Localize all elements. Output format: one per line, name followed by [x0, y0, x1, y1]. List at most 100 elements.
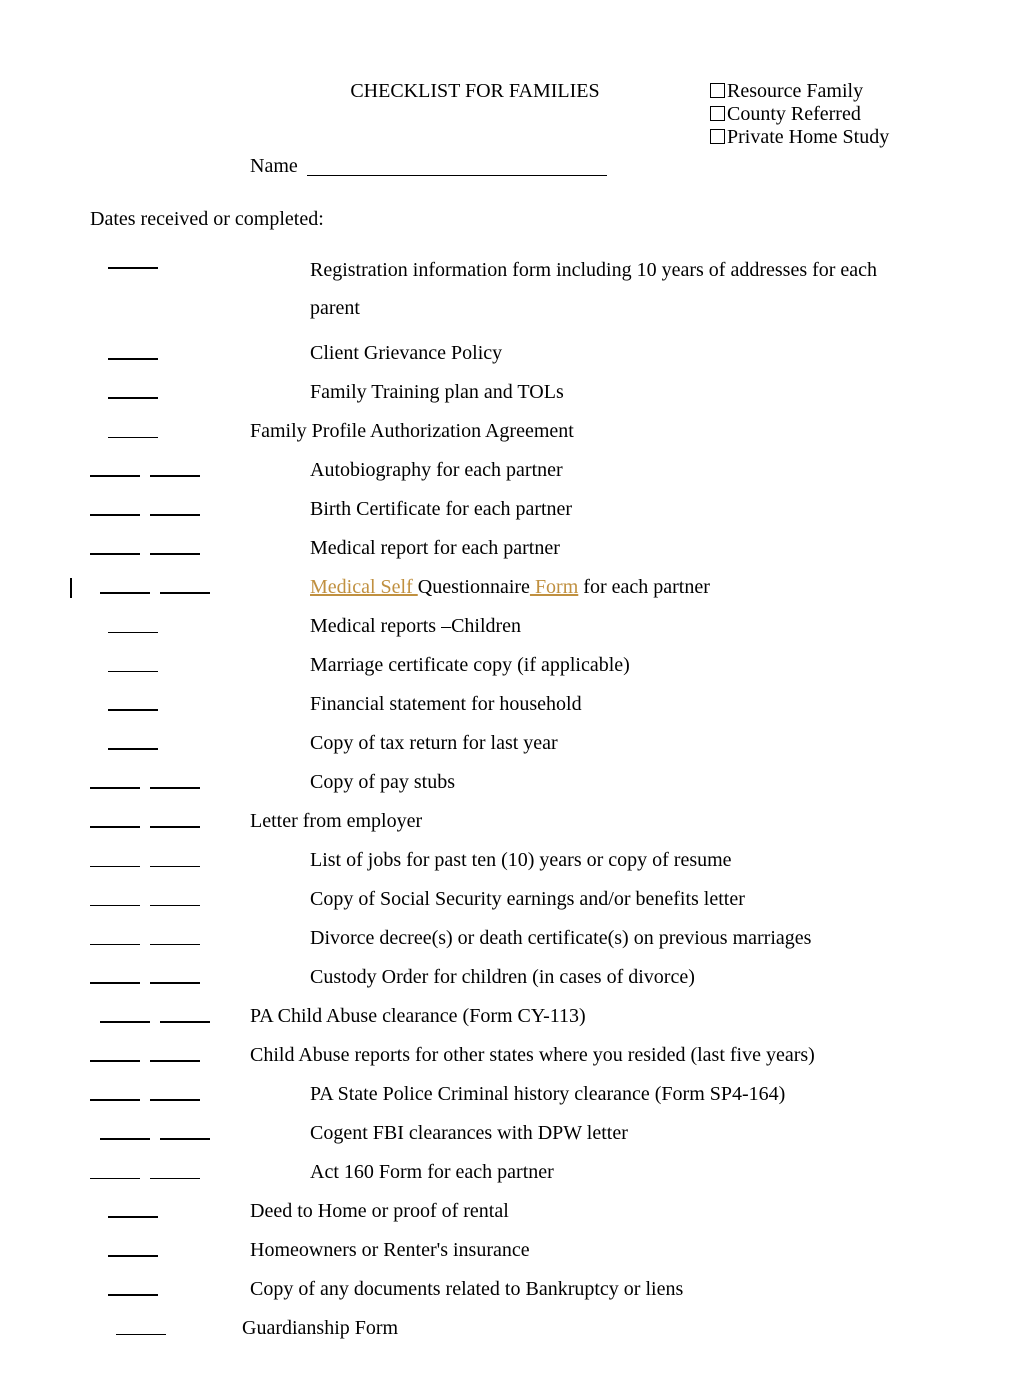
- date-blank[interactable]: [150, 888, 200, 906]
- checklist-item: Family Profile Authorization Agreement: [90, 420, 930, 444]
- checklist-item-text: Act 160 Form for each partner: [250, 1161, 930, 1184]
- date-blanks: [90, 966, 250, 984]
- date-blank[interactable]: [160, 1005, 210, 1023]
- item-text-part: for each partner: [578, 576, 710, 598]
- date-blank[interactable]: [150, 927, 200, 945]
- checklist-item-text: Deed to Home or proof of rental: [250, 1200, 930, 1223]
- tracked-change-text: Medical Self: [310, 576, 418, 598]
- checklist-item: Medical reports –Children: [90, 615, 930, 639]
- date-blank[interactable]: [90, 966, 140, 984]
- date-blank[interactable]: [108, 1278, 158, 1296]
- date-blank[interactable]: [150, 537, 200, 555]
- checklist-item: Copy of Social Security earnings and/or …: [90, 888, 930, 912]
- date-blanks: [90, 849, 250, 867]
- date-blank[interactable]: [150, 810, 200, 828]
- checklist-item: Medical report for each partner: [90, 537, 930, 561]
- date-blank[interactable]: [100, 576, 150, 594]
- date-blank[interactable]: [90, 459, 140, 477]
- checklist-item-text: Copy of pay stubs: [250, 771, 930, 794]
- checklist-item-text: Cogent FBI clearances with DPW letter: [250, 1122, 930, 1145]
- date-blank[interactable]: [150, 849, 200, 867]
- date-blanks: [90, 927, 250, 945]
- date-blank[interactable]: [150, 498, 200, 516]
- date-blank[interactable]: [90, 810, 140, 828]
- date-blank[interactable]: [108, 654, 158, 672]
- date-blank[interactable]: [108, 1200, 158, 1218]
- checklist-item: Divorce decree(s) or death certificate(s…: [90, 927, 930, 951]
- date-blank[interactable]: [90, 888, 140, 906]
- checklist-item-text: Copy of tax return for last year: [250, 732, 930, 755]
- date-blank[interactable]: [100, 1005, 150, 1023]
- checklist-item: Registration information form including …: [90, 251, 930, 327]
- date-blanks: [90, 1005, 250, 1023]
- name-blank-line[interactable]: [307, 175, 607, 176]
- name-row: Name: [90, 155, 930, 178]
- checkbox-icon[interactable]: [710, 106, 725, 121]
- date-blank[interactable]: [108, 615, 158, 633]
- date-blank[interactable]: [108, 420, 158, 438]
- date-blank[interactable]: [90, 498, 140, 516]
- page-title: CHECKLIST FOR FAMILIES: [90, 80, 710, 149]
- date-blanks: [90, 342, 250, 360]
- checklist-item: Family Training plan and TOLs: [90, 381, 930, 405]
- date-blank[interactable]: [90, 1161, 140, 1179]
- date-blank[interactable]: [150, 1083, 200, 1101]
- date-blanks: [90, 1239, 250, 1257]
- date-blanks: [90, 1278, 250, 1296]
- checklist-item-text: Copy of any documents related to Bankrup…: [250, 1278, 930, 1301]
- checklist-item-text: PA State Police Criminal history clearan…: [250, 1083, 930, 1106]
- checkbox-icon[interactable]: [710, 129, 725, 144]
- checklist-item: Birth Certificate for each partner: [90, 498, 930, 522]
- date-blank[interactable]: [108, 251, 158, 269]
- date-blank[interactable]: [100, 1122, 150, 1140]
- date-blanks: [90, 1161, 250, 1179]
- date-blank[interactable]: [150, 1044, 200, 1062]
- checklist-item: Act 160 Form for each partner: [90, 1161, 930, 1185]
- type-option-label: County Referred: [727, 103, 861, 125]
- checklist-item: Copy of pay stubs: [90, 771, 930, 795]
- checklist-item: Copy of tax return for last year: [90, 732, 930, 756]
- checkbox-icon[interactable]: [710, 83, 725, 98]
- date-blank[interactable]: [108, 732, 158, 750]
- checklist-item-text: Financial statement for household: [250, 693, 930, 716]
- date-blank[interactable]: [150, 771, 200, 789]
- checklist-item: PA Child Abuse clearance (Form CY-113): [90, 1005, 930, 1029]
- date-blank[interactable]: [90, 1044, 140, 1062]
- date-blank[interactable]: [90, 1083, 140, 1101]
- header-row: CHECKLIST FOR FAMILIES Resource FamilyCo…: [90, 80, 930, 149]
- date-blanks: [90, 381, 250, 399]
- date-blank[interactable]: [108, 342, 158, 360]
- checklist-item-text: Family Training plan and TOLs: [250, 381, 930, 404]
- date-blank[interactable]: [160, 576, 210, 594]
- date-blank[interactable]: [90, 927, 140, 945]
- date-blank[interactable]: [90, 537, 140, 555]
- checklist-item: Homeowners or Renter's insurance: [90, 1239, 930, 1263]
- dates-label: Dates received or completed:: [90, 208, 930, 231]
- checklist-item: Letter from employer: [90, 810, 930, 834]
- date-blanks: [90, 459, 250, 477]
- checklist-item: Marriage certificate copy (if applicable…: [90, 654, 930, 678]
- date-blank[interactable]: [160, 1122, 210, 1140]
- type-option: County Referred: [710, 103, 930, 126]
- date-blanks: [90, 693, 250, 711]
- date-blanks: [90, 420, 250, 438]
- checklist-item-text: Marriage certificate copy (if applicable…: [250, 654, 930, 677]
- date-blank[interactable]: [108, 693, 158, 711]
- date-blanks: [90, 498, 250, 516]
- checklist-item-text: Autobiography for each partner: [250, 459, 930, 482]
- checklist-item: Copy of any documents related to Bankrup…: [90, 1278, 930, 1302]
- date-blank[interactable]: [150, 459, 200, 477]
- date-blank[interactable]: [90, 849, 140, 867]
- date-blank[interactable]: [150, 1161, 200, 1179]
- checklist-item: Medical Self Questionnaire Form for each…: [90, 576, 930, 600]
- date-blank[interactable]: [150, 966, 200, 984]
- date-blanks: [90, 888, 250, 906]
- type-option-label: Private Home Study: [727, 126, 889, 148]
- date-blanks: [90, 576, 250, 594]
- date-blank[interactable]: [90, 771, 140, 789]
- date-blank[interactable]: [108, 381, 158, 399]
- date-blank[interactable]: [108, 1239, 158, 1257]
- checklist-item-text: Registration information form including …: [250, 251, 930, 327]
- checklist-item: Custody Order for children (in cases of …: [90, 966, 930, 990]
- checklist-item: Guardianship Form: [90, 1317, 930, 1341]
